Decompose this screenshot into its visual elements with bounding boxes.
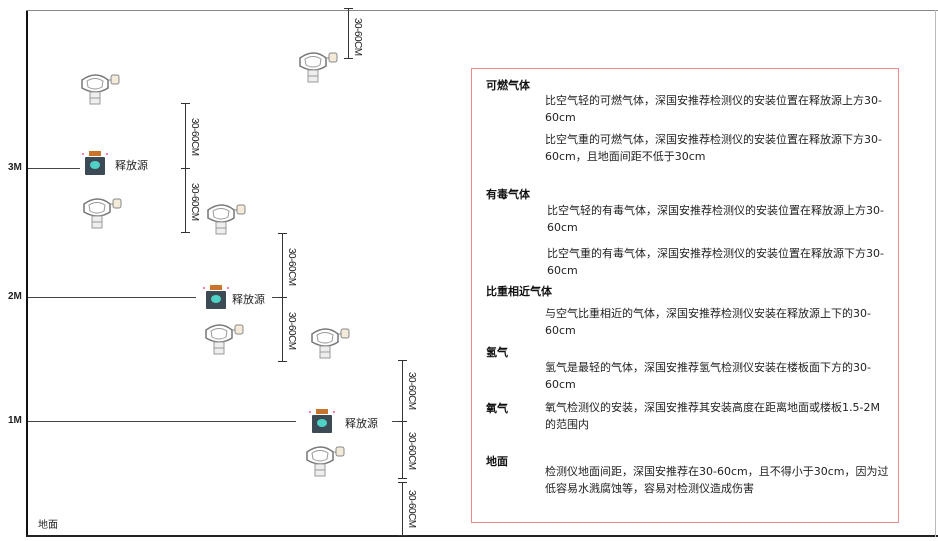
section-title: 有毒气体: [486, 188, 530, 201]
section-text: 检测仪地面间距，深国安推荐在30-60cm，且不得小于30cm，因为过低容易水溅…: [545, 465, 889, 495]
section-text: 比空气轻的可燃气体，深国安推荐检测仪的安装位置在释放源上方30-60cm: [545, 94, 882, 124]
section-title: 氧气: [486, 402, 508, 415]
source-label: 释放源: [115, 159, 148, 172]
level-2m-line: [28, 297, 196, 298]
release-source-icon: [309, 408, 335, 438]
ground-label: 地面: [38, 520, 58, 531]
dimension-line: [402, 421, 403, 478]
dimension-label: 30-60CM: [286, 312, 297, 350]
dimension-tick: [278, 361, 287, 362]
dimension-tick: [344, 8, 353, 9]
level-3m-line: [28, 168, 80, 169]
gas-detector-icon: [78, 72, 120, 110]
section-title: 可燃气体: [486, 79, 530, 92]
dimension-label: 30-60CM: [189, 183, 200, 221]
dimension-line: [348, 8, 349, 58]
release-source-icon: [82, 150, 108, 180]
dimension-tick: [278, 233, 287, 234]
dimension-label: 30-60CM: [406, 490, 417, 528]
dimension-tick: [181, 168, 190, 169]
level-3m-label: 3M: [8, 162, 22, 173]
level-2m-label: 2M: [8, 291, 22, 302]
dimension-line: [402, 360, 403, 421]
dimension-tick: [398, 478, 407, 479]
section-text: 与空气比重相近的气体，深国安推荐检测仪安装在释放源上下的30-60cm: [545, 307, 871, 337]
release-source-icon: [203, 284, 229, 314]
section-text: 氧气检测仪的安装，深国安推荐其安装高度在距离地面或楼板1.5-2M的范围内: [545, 401, 880, 431]
section-text: 比空气重的有毒气体，深国安推荐检测仪的安装位置在释放源下方30-60cm: [547, 247, 884, 277]
section-title: 氢气: [486, 346, 508, 359]
dimension-label: 30-60CM: [189, 118, 200, 156]
dimension-tick: [398, 482, 407, 483]
dimension-label: 30-60CM: [286, 248, 297, 286]
wall-line: [26, 10, 28, 537]
dimension-line: [185, 168, 186, 232]
dimension-tick: [278, 297, 287, 298]
gas-detector-icon: [296, 50, 338, 88]
section-text: 氢气是最轻的气体，深国安推荐氢气检测仪安装在楼板面下方的30-60cm: [545, 361, 871, 391]
section-title: 地面: [486, 455, 508, 468]
source-label: 释放源: [345, 417, 378, 430]
dimension-tick: [398, 421, 407, 422]
ceiling-line: [26, 10, 938, 11]
section-text: 比空气轻的有毒气体，深国安推荐检测仪的安装位置在释放源上方30-60cm: [547, 204, 884, 234]
source-label: 释放源: [232, 293, 265, 306]
gas-detector-icon: [80, 196, 122, 234]
dimension-line: [185, 103, 186, 168]
gas-detector-icon: [204, 202, 246, 240]
floor-line: [26, 535, 938, 537]
dimension-tick: [344, 58, 353, 59]
dimension-label: 30-60CM: [352, 18, 363, 56]
guidance-panel: 可燃气体 比空气轻的可燃气体，深国安推荐检测仪的安装位置在释放源上方30-60c…: [471, 68, 899, 523]
dimension-label: 30-60CM: [406, 432, 417, 470]
level-1m-line: [28, 421, 296, 422]
right-border: [935, 10, 936, 537]
dimension-label: 30-60CM: [406, 372, 417, 410]
dimension-line: [282, 233, 283, 297]
gas-detector-icon: [202, 322, 244, 360]
section-title: 比重相近气体: [486, 285, 552, 298]
gas-detector-icon: [308, 326, 350, 364]
dimension-line: [282, 297, 283, 361]
gas-detector-icon: [303, 444, 345, 482]
dimension-tick: [398, 360, 407, 361]
dimension-tick: [181, 103, 190, 104]
dimension-tick: [181, 232, 190, 233]
section-text: 比空气重的可燃气体，深国安推荐检测仪的安装位置在释放源下方30-60cm，且地面…: [545, 133, 882, 163]
level-1m-label: 1M: [8, 415, 22, 426]
dimension-line: [402, 482, 403, 535]
dimension-tick: [398, 535, 407, 536]
